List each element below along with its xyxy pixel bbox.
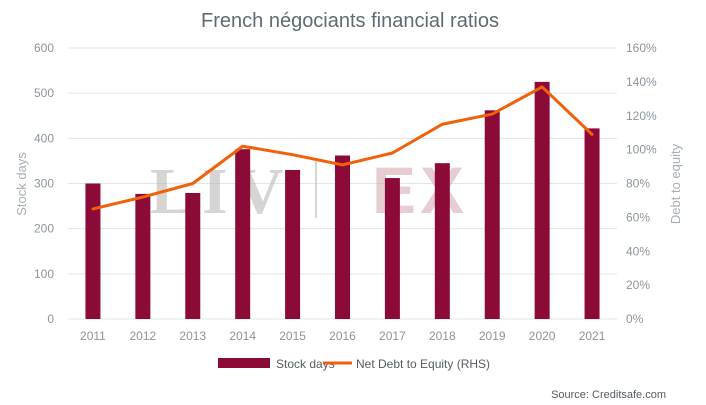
- bar-stock-days: [384, 178, 400, 319]
- y-left-tick-label: 600: [34, 41, 54, 55]
- y-right-tick-label: 160%: [626, 41, 657, 55]
- bar-stock-days: [484, 110, 500, 319]
- y-right-tick-label: 40%: [626, 244, 650, 258]
- chart-title: French négociants financial ratios: [201, 10, 499, 32]
- y-left-tick-label: 0: [47, 312, 54, 326]
- x-tick-label: 2013: [179, 329, 206, 343]
- bar-stock-days: [185, 192, 201, 319]
- legend-label-net-debt: Net Debt to Equity (RHS): [356, 357, 490, 371]
- x-tick-label: 2017: [379, 329, 406, 343]
- y-right-tick-label: 0%: [626, 312, 644, 326]
- bar-series: [85, 81, 600, 319]
- y-right-tick-label: 140%: [626, 75, 657, 89]
- x-tick-label: 2021: [579, 329, 606, 343]
- y-left-tick-label: 300: [34, 177, 54, 191]
- y-right-tick-label: 20%: [626, 278, 650, 292]
- source-note: Source: Creditsafe.com: [551, 389, 666, 401]
- bar-stock-days: [135, 193, 151, 319]
- x-tick-label: 2014: [229, 329, 256, 343]
- x-tick-label: 2019: [479, 329, 506, 343]
- x-tick-label: 2011: [80, 329, 106, 343]
- bar-stock-days: [434, 163, 450, 319]
- legend-label-stock-days: Stock days: [276, 357, 335, 371]
- bar-stock-days: [534, 81, 550, 319]
- legend: Stock days Net Debt to Equity (RHS): [218, 357, 490, 371]
- x-tick-label: 2012: [130, 329, 157, 343]
- y-axis-left: 0 100 200 300 400 500 600: [34, 41, 54, 326]
- y-right-tick-label: 120%: [626, 109, 657, 123]
- x-tick-label: 2020: [529, 329, 556, 343]
- y-axis-right: 0% 20% 40% 60% 80% 100% 120% 140% 160%: [626, 41, 657, 326]
- x-tick-label: 2016: [329, 329, 356, 343]
- x-tick-label: 2015: [279, 329, 306, 343]
- legend-swatch-stock-days: [218, 358, 270, 368]
- y-axis-left-title: Stock days: [14, 152, 29, 216]
- y-left-tick-label: 100: [34, 267, 54, 281]
- line-series: [91, 85, 594, 211]
- y-left-tick-label: 500: [34, 86, 54, 100]
- x-axis: 2011 2012 2013 2014 2015 2016 2017 2018 2019 2020…: [80, 329, 606, 343]
- y-axis-right-title: Debt to equity: [668, 143, 683, 224]
- svg-text:LIV: LIV: [150, 155, 291, 228]
- x-tick-label: 2018: [429, 329, 456, 343]
- y-right-tick-label: 60%: [626, 210, 650, 224]
- y-left-tick-label: 400: [34, 131, 54, 145]
- bar-stock-days: [335, 155, 350, 319]
- bar-stock-days: [235, 149, 251, 319]
- y-left-tick-label: 200: [34, 222, 54, 236]
- bar-stock-days: [285, 169, 301, 319]
- line-net-debt-to-equity: [91, 85, 594, 211]
- y-right-tick-label: 80%: [626, 177, 650, 191]
- y-right-tick-label: 100%: [626, 143, 657, 157]
- bar-stock-days: [85, 183, 101, 319]
- bar-stock-days: [584, 128, 600, 319]
